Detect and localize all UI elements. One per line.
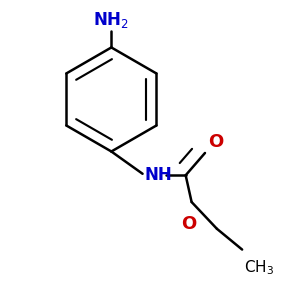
Text: CH$_3$: CH$_3$ xyxy=(244,259,274,277)
Text: O: O xyxy=(208,134,223,152)
Text: O: O xyxy=(181,215,196,233)
Text: NH: NH xyxy=(144,166,172,184)
Text: NH$_2$: NH$_2$ xyxy=(94,10,129,30)
